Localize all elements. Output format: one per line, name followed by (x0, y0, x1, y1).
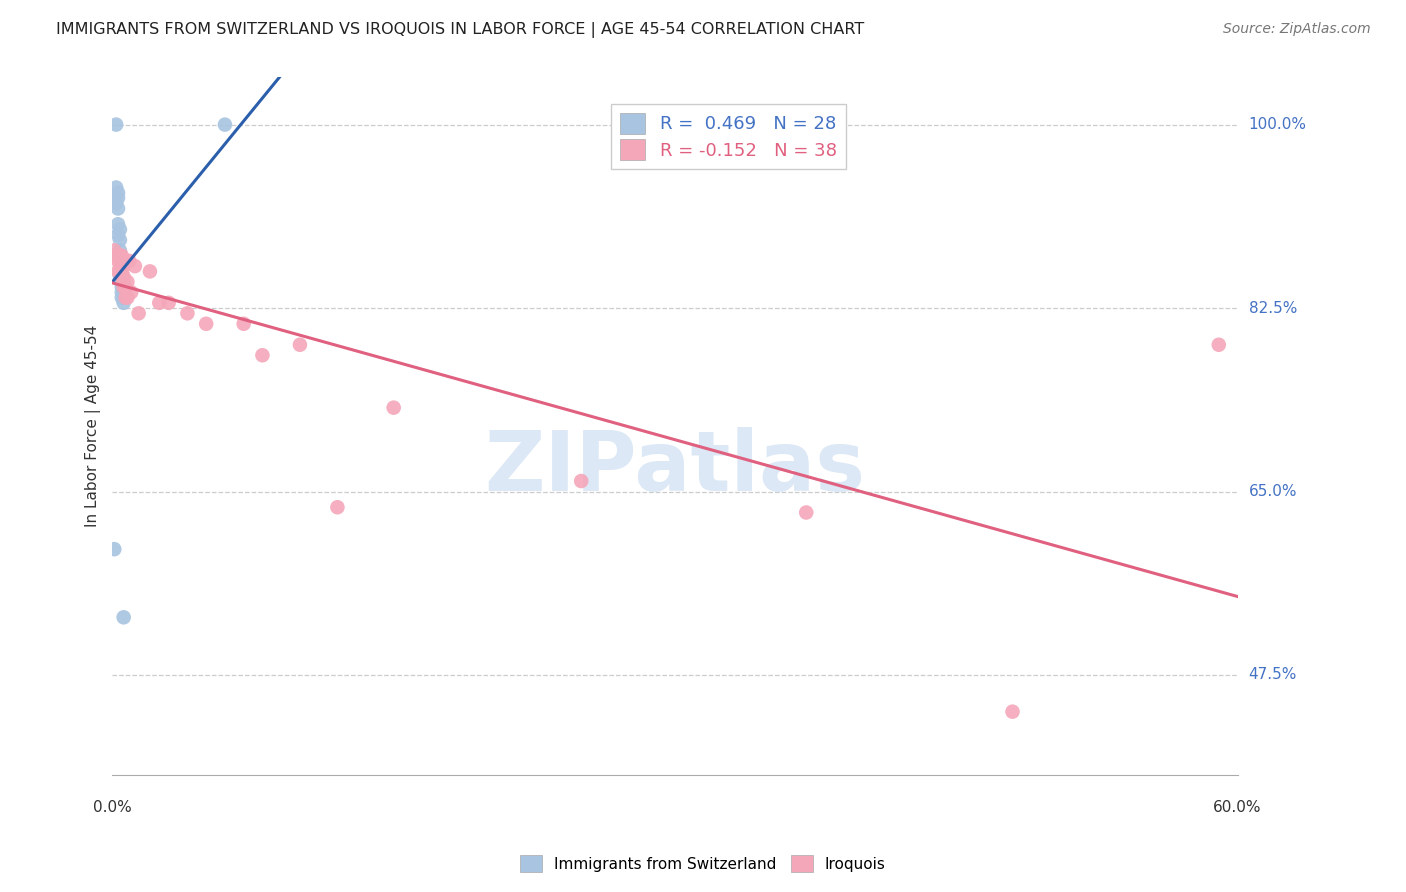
Point (112, 275, 135, 289)
Point (107, 202, 129, 216)
Point (128, 306, 150, 320)
Point (112, 280, 135, 294)
Point (107, 217, 129, 231)
Point (157, 295, 180, 310)
Point (108, 244, 131, 258)
Point (111, 285, 134, 300)
Point (111, 269, 134, 284)
Point (214, 118, 236, 132)
Point (112, 291, 135, 305)
Point (111, 259, 134, 273)
Point (111, 280, 134, 294)
Text: 47.5%: 47.5% (1249, 667, 1296, 682)
Point (117, 291, 139, 305)
Point (105, 249, 128, 263)
Point (124, 259, 146, 273)
Point (118, 253, 141, 268)
Text: 0.0%: 0.0% (93, 799, 132, 814)
Point (107, 264, 129, 278)
Legend: Immigrants from Switzerland, Iroquois: Immigrants from Switzerland, Iroquois (512, 847, 894, 880)
Point (105, 196, 128, 211)
Point (112, 285, 135, 300)
Point (148, 295, 170, 310)
Text: IMMIGRANTS FROM SWITZERLAND VS IROQUOIS IN LABOR FORCE | AGE 45-54 CORRELATION C: IMMIGRANTS FROM SWITZERLAND VS IROQUOIS … (56, 22, 865, 38)
Point (111, 249, 134, 263)
Y-axis label: In Labor Force | Age 45-54: In Labor Force | Age 45-54 (86, 325, 101, 527)
Point (569, 474, 592, 488)
Point (288, 337, 311, 351)
Point (111, 275, 134, 289)
Point (114, 280, 136, 294)
Text: Source: ZipAtlas.com: Source: ZipAtlas.com (1223, 22, 1371, 37)
Point (111, 269, 134, 284)
Point (111, 253, 134, 268)
Text: 65.0%: 65.0% (1249, 484, 1298, 499)
Point (108, 264, 131, 278)
Point (103, 244, 125, 258)
Point (105, 118, 128, 132)
Point (108, 269, 131, 284)
Text: 82.5%: 82.5% (1249, 301, 1296, 316)
Point (232, 317, 254, 331)
Point (112, 259, 135, 273)
Point (108, 253, 131, 268)
Point (105, 180, 128, 194)
Point (117, 275, 139, 289)
Point (794, 506, 817, 520)
Point (108, 253, 131, 268)
Point (107, 227, 129, 242)
Point (103, 542, 125, 557)
Point (326, 500, 349, 515)
Legend: R =  0.469   N = 28, R = -0.152   N = 38: R = 0.469 N = 28, R = -0.152 N = 38 (610, 103, 845, 169)
Point (139, 264, 162, 278)
Point (107, 253, 129, 268)
Text: ZIPatlas: ZIPatlas (485, 427, 866, 508)
Point (112, 269, 135, 284)
Point (112, 295, 135, 310)
Point (108, 264, 131, 278)
Point (1001, 705, 1024, 719)
Point (107, 186, 129, 200)
Point (1208, 337, 1230, 351)
Point (114, 291, 136, 305)
Point (111, 259, 134, 273)
Text: 100.0%: 100.0% (1249, 117, 1306, 132)
Point (120, 285, 142, 300)
Point (107, 191, 129, 205)
Point (108, 249, 131, 263)
Point (252, 348, 274, 362)
Point (112, 610, 135, 624)
Point (108, 222, 131, 236)
Point (108, 249, 131, 263)
Point (382, 401, 405, 415)
Point (111, 291, 134, 305)
Text: 60.0%: 60.0% (1213, 799, 1261, 814)
Point (112, 253, 135, 268)
Point (195, 317, 218, 331)
Point (108, 233, 131, 247)
Point (176, 306, 198, 320)
Point (111, 264, 134, 278)
